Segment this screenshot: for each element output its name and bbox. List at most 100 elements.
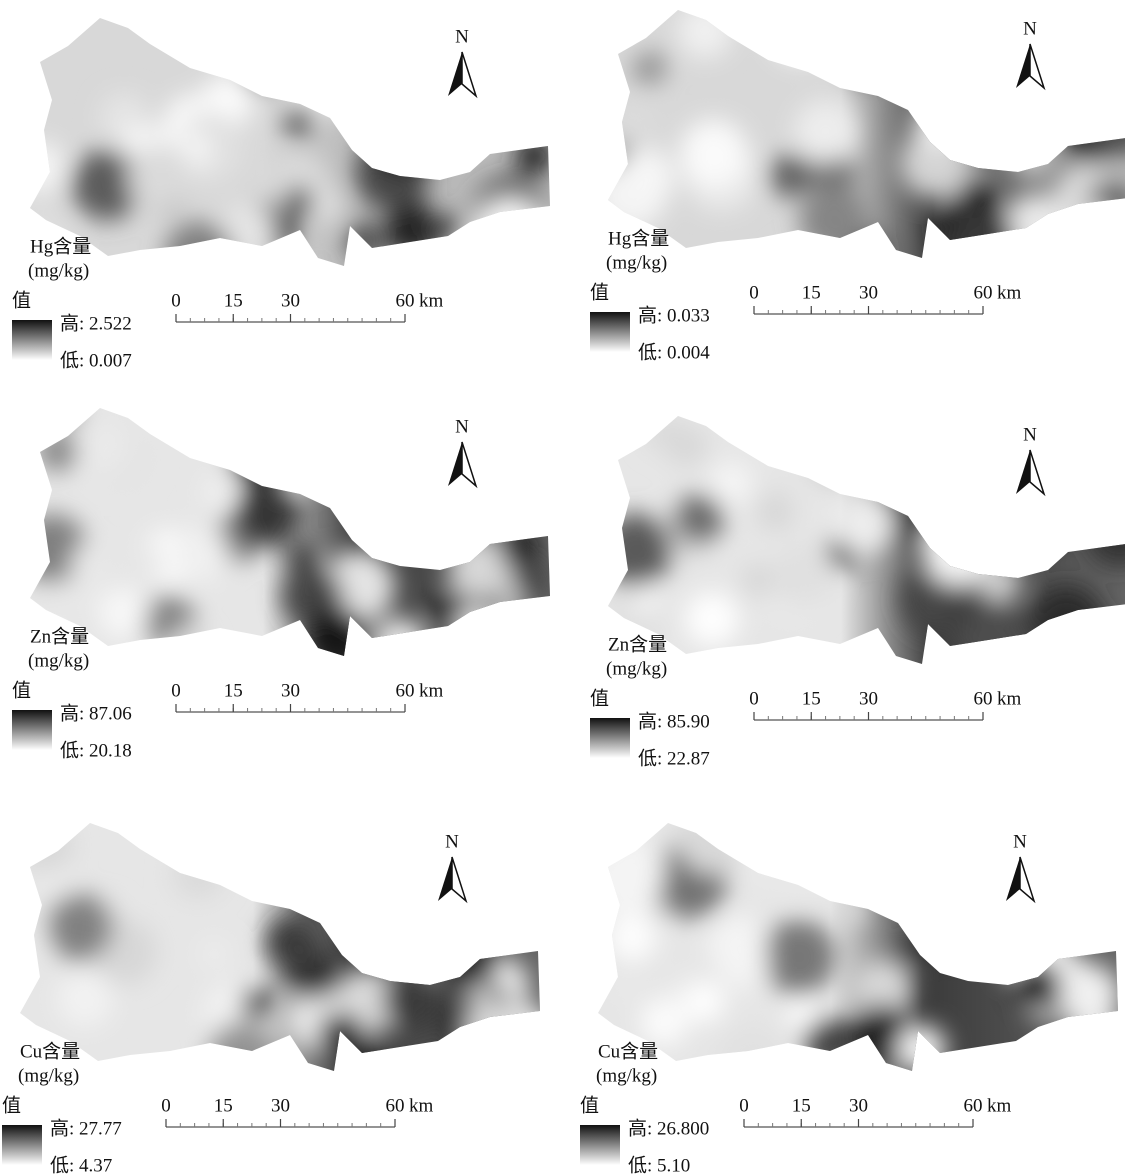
map-patch (601, 0, 640, 33)
north-arrow-light (1020, 857, 1034, 901)
map-patch (218, 204, 276, 262)
map-patch (474, 197, 546, 269)
map-patch (980, 561, 1021, 602)
map-patch (128, 146, 193, 211)
map-patch (1013, 960, 1061, 1008)
map-area (588, 796, 1125, 1095)
map-patch (458, 848, 529, 919)
map-area (10, 809, 555, 1091)
legend-title: 值 (590, 687, 609, 709)
scale-label: 15 (224, 290, 243, 311)
map-patch (922, 513, 994, 585)
map-patch (903, 392, 958, 447)
legend-high: 高: 26.800 (628, 1117, 709, 1139)
scale-label: 30 (281, 680, 300, 701)
map-patch (15, 142, 66, 193)
scale-label: 15 (802, 688, 821, 709)
map-patch (235, 481, 300, 546)
map-patch (284, 187, 313, 216)
map-patch (423, 511, 457, 545)
map-patch (674, 495, 723, 544)
legend-low: 低: 20.18 (60, 739, 132, 761)
north-arrow-dark (1016, 450, 1030, 494)
legend-ramp (590, 312, 630, 352)
map-patch (913, 98, 966, 151)
scale-label: 15 (792, 1095, 811, 1116)
map-patch (37, 431, 77, 471)
map-patch (897, 939, 925, 967)
map-patch (718, 1026, 788, 1096)
legend-high: 高: 0.033 (638, 304, 710, 326)
map-patch (455, 234, 503, 282)
north-arrow-light (452, 857, 466, 901)
map-title: Hg含量 (608, 227, 669, 249)
scale-label: 60 (974, 282, 993, 303)
map-patch (460, 12, 532, 84)
north-arrow-light (462, 442, 476, 486)
scale-label: 30 (859, 688, 878, 709)
map-patch (804, 413, 876, 485)
north-label: N (455, 416, 469, 437)
legend-ramp (2, 1125, 42, 1165)
map-patch (756, 492, 795, 531)
scale-label: 0 (739, 1095, 749, 1116)
map-patch (274, 448, 316, 490)
scale-unit: km (409, 1095, 434, 1116)
scale-label: 15 (802, 282, 821, 303)
map-patch (769, 0, 831, 62)
map-patch (355, 139, 427, 211)
map-patch (1010, 132, 1054, 176)
map-patch (358, 444, 427, 513)
map-patch (685, 592, 739, 646)
scale-unit: km (997, 688, 1022, 709)
map-patch (482, 42, 534, 94)
map-fill (20, 10, 560, 275)
map-patch (240, 32, 295, 87)
legend-high: 高: 2.522 (60, 312, 132, 334)
map-patch (204, 476, 238, 510)
north-label: N (455, 26, 469, 47)
map-patch (200, 940, 228, 968)
map-patch (666, 425, 707, 466)
map-patch (81, 424, 127, 470)
scale-label: 0 (171, 290, 181, 311)
map-patch (592, 846, 661, 915)
map-patch (499, 527, 539, 567)
map-patch (950, 209, 1015, 274)
scale-label: 15 (214, 1095, 233, 1116)
map-patch (383, 969, 445, 1031)
map-patch (1039, 41, 1073, 75)
map-patch (57, 971, 113, 1027)
map-patch (346, 223, 383, 260)
map-patch (284, 106, 315, 137)
legend-ramp (12, 320, 52, 360)
north-label: N (1023, 18, 1037, 39)
map-patch (961, 40, 990, 69)
legend-low: 低: 22.87 (638, 747, 710, 769)
scale-label: 30 (281, 290, 300, 311)
map-patch (710, 462, 753, 505)
map-patch (345, 37, 380, 72)
scale-label: 0 (161, 1095, 171, 1116)
map-patch (794, 100, 857, 163)
scale-label: 15 (224, 680, 243, 701)
map-patch (515, 136, 554, 175)
map-patch (46, 893, 113, 960)
map-patch (783, 388, 849, 454)
map-patch (788, 998, 819, 1029)
map-area (9, 10, 560, 291)
north-label: N (1023, 424, 1037, 445)
map-patch (928, 494, 970, 536)
scale-label: 60 (396, 290, 415, 311)
map-patch (1029, 585, 1104, 660)
map-patch (365, 471, 430, 536)
map-patch (723, 812, 769, 858)
north-arrow-dark (438, 857, 452, 901)
map-patch (892, 796, 966, 870)
scale-label: 30 (271, 1095, 290, 1116)
north-arrow-dark (1016, 44, 1030, 88)
map-patch (959, 607, 1031, 679)
map-unit: (mg/kg) (606, 658, 667, 679)
map-patch (508, 845, 542, 879)
